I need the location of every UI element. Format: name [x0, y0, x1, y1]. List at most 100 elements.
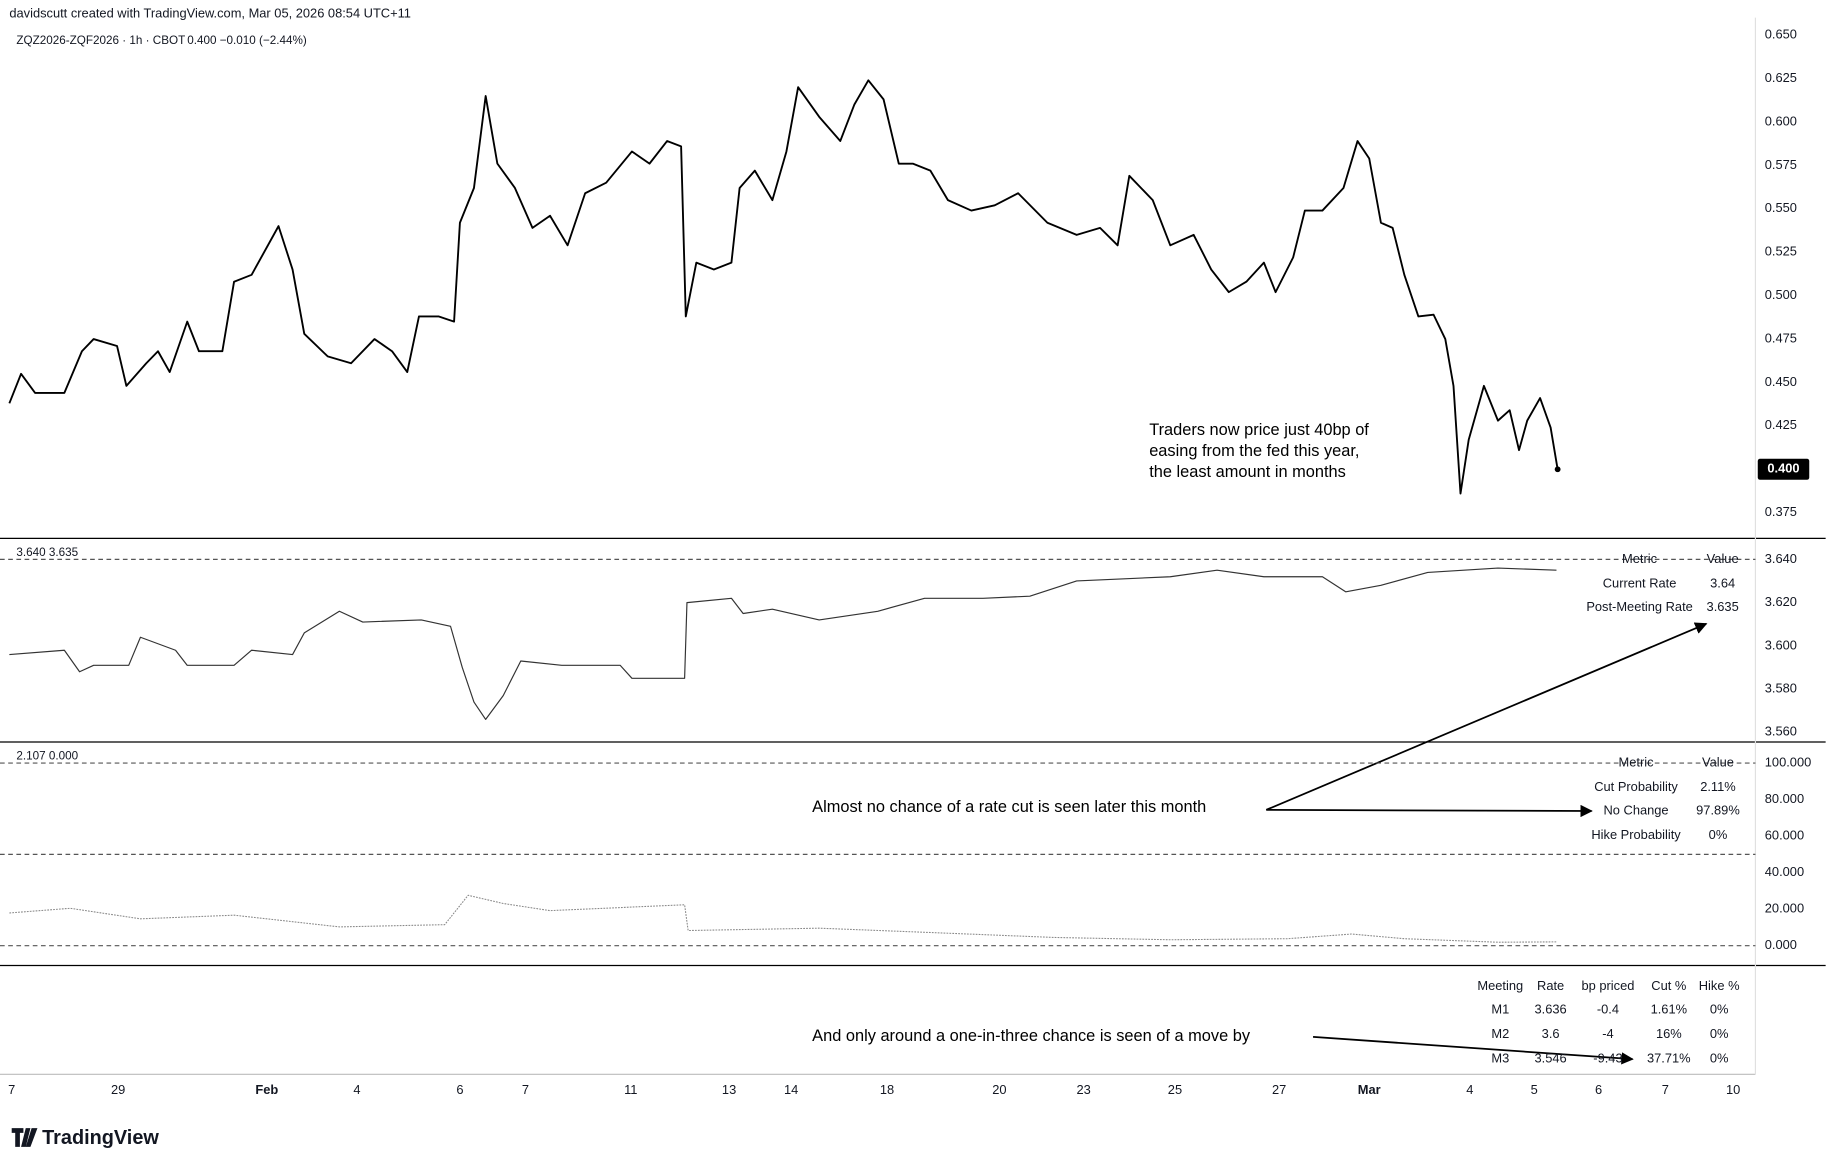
pane-legend: 3.640 3.635: [16, 546, 78, 559]
table-cell: 0%: [1710, 1001, 1729, 1016]
table-cell: -9.43: [1593, 1051, 1622, 1066]
table-cell: -0.4: [1597, 1001, 1619, 1016]
x-tick-label: 4: [353, 1082, 360, 1097]
x-tick-label: 10: [1726, 1082, 1740, 1097]
x-tick-label: 25: [1168, 1082, 1182, 1097]
table-cell: 3.64: [1710, 575, 1735, 590]
annotation: And only around a one-in-three chance is…: [812, 1027, 1251, 1045]
x-tick-label: 4: [1466, 1082, 1473, 1097]
y-tick-label: 3.560: [1765, 724, 1797, 739]
y-tick-label: 0.450: [1765, 374, 1797, 389]
table-cell: 1.61%: [1651, 1001, 1687, 1016]
y-tick-label: 0.475: [1765, 330, 1797, 345]
x-tick-label: 20: [992, 1082, 1006, 1097]
logo: TradingView: [11, 1127, 159, 1149]
arrow: [1312, 1036, 1634, 1065]
table-cell: M1: [1491, 1001, 1509, 1016]
table-cell: 3.635: [1707, 599, 1739, 614]
x-tick-label: 6: [456, 1082, 463, 1097]
x-tick-label: 7: [8, 1082, 15, 1097]
x-tick-label: 5: [1531, 1082, 1538, 1097]
annotation: easing from the fed this year,: [1149, 442, 1359, 460]
table-cell: 2.11%: [1700, 779, 1736, 794]
table-cell: bp priced: [1582, 978, 1635, 993]
x-tick-label: 13: [722, 1082, 736, 1097]
table-cell: Hike Probability: [1591, 827, 1681, 842]
y-tick-label: 0.650: [1765, 27, 1797, 42]
x-tick-label: 7: [1662, 1082, 1669, 1097]
logo-text: TradingView: [42, 1127, 159, 1149]
annotation: the least amount in months: [1149, 463, 1346, 481]
y-tick-label: 0.525: [1765, 244, 1797, 259]
table-cell: 16%: [1656, 1026, 1682, 1041]
x-tick-label: 7: [522, 1082, 529, 1097]
y-tick-label: 60.000: [1765, 828, 1804, 843]
last-point: [1554, 466, 1561, 473]
y-tick-label: 3.640: [1765, 551, 1797, 566]
y-tick-label: 3.600: [1765, 637, 1797, 652]
y-tick-label: 80.000: [1765, 791, 1804, 806]
y-tick-label: 3.580: [1765, 681, 1797, 696]
table-cell: 97.89%: [1696, 802, 1740, 817]
table-cell: Cut Probability: [1594, 779, 1678, 794]
table-cell: M3: [1491, 1051, 1509, 1066]
pane-legend: 2.107 0.000: [16, 749, 78, 762]
table-cell: Hike %: [1699, 978, 1740, 993]
table-cell: -4: [1602, 1026, 1613, 1041]
y-tick-label: 0.375: [1765, 504, 1797, 519]
table-cell: 3.6: [1542, 1026, 1560, 1041]
x-tick-label: 11: [624, 1082, 637, 1097]
table-cell: Cut %: [1651, 978, 1686, 993]
price-badge-label: 0.400: [1767, 461, 1799, 476]
y-tick-label: 40.000: [1765, 864, 1804, 879]
table-cell: 3.636: [1535, 1001, 1567, 1016]
price-badge: [1757, 458, 1810, 480]
table-cell: Post-Meeting Rate: [1586, 599, 1693, 614]
y-tick-label: 0.000: [1765, 937, 1797, 952]
y-tick-label: 0.575: [1765, 157, 1797, 172]
table-cell: Current Rate: [1603, 575, 1677, 590]
quote: 0.400 −0.010 (−2.44%): [187, 34, 307, 47]
arrow: [1266, 804, 1593, 818]
table-cell: Metric: [1619, 754, 1655, 769]
table-cell: Rate: [1537, 978, 1564, 993]
series-line: [9, 567, 1557, 720]
x-tick-label: Feb: [255, 1082, 278, 1097]
table-cell: Value: [1707, 551, 1739, 566]
y-tick-label: 0.625: [1765, 70, 1797, 85]
annotation: Almost no chance of a rate cut is seen l…: [812, 798, 1206, 816]
y-tick-label: 0.600: [1765, 113, 1797, 128]
table-cell: 37.71%: [1647, 1051, 1691, 1066]
series-line: [9, 894, 1557, 943]
x-tick-label: 27: [1272, 1082, 1286, 1097]
annotation: Traders now price just 40bp of: [1149, 421, 1369, 439]
y-tick-label: 0.550: [1765, 200, 1797, 215]
table-cell: Value: [1702, 754, 1734, 769]
table-cell: 0%: [1710, 1026, 1729, 1041]
credit: davidscutt created with TradingView.com,…: [9, 5, 411, 20]
arrow: [1265, 622, 1708, 811]
y-tick-label: 100.000: [1765, 754, 1811, 769]
symbol: ZQZ2026-ZQF2026 · 1h · CBOT: [16, 34, 185, 47]
x-tick-label: 23: [1077, 1082, 1091, 1097]
logo-icon: [11, 1128, 38, 1147]
table-cell: Metric: [1622, 551, 1658, 566]
y-tick-label: 0.425: [1765, 417, 1797, 432]
x-tick-label: 14: [784, 1082, 798, 1097]
series-line: [8, 79, 1559, 495]
table-cell: 3.546: [1535, 1051, 1567, 1066]
table-cell: 0%: [1710, 1051, 1729, 1066]
x-tick-label: 29: [111, 1082, 125, 1097]
table-cell: 0%: [1709, 827, 1728, 842]
x-tick-label: 18: [880, 1082, 894, 1097]
table-cell: Meeting: [1477, 978, 1523, 993]
x-tick-label: 6: [1595, 1082, 1602, 1097]
x-tick-label: Mar: [1358, 1082, 1381, 1097]
table-cell: No Change: [1604, 802, 1669, 817]
y-tick-label: 0.500: [1765, 287, 1797, 302]
table-cell: M2: [1491, 1026, 1509, 1041]
y-tick-label: 20.000: [1765, 901, 1804, 916]
